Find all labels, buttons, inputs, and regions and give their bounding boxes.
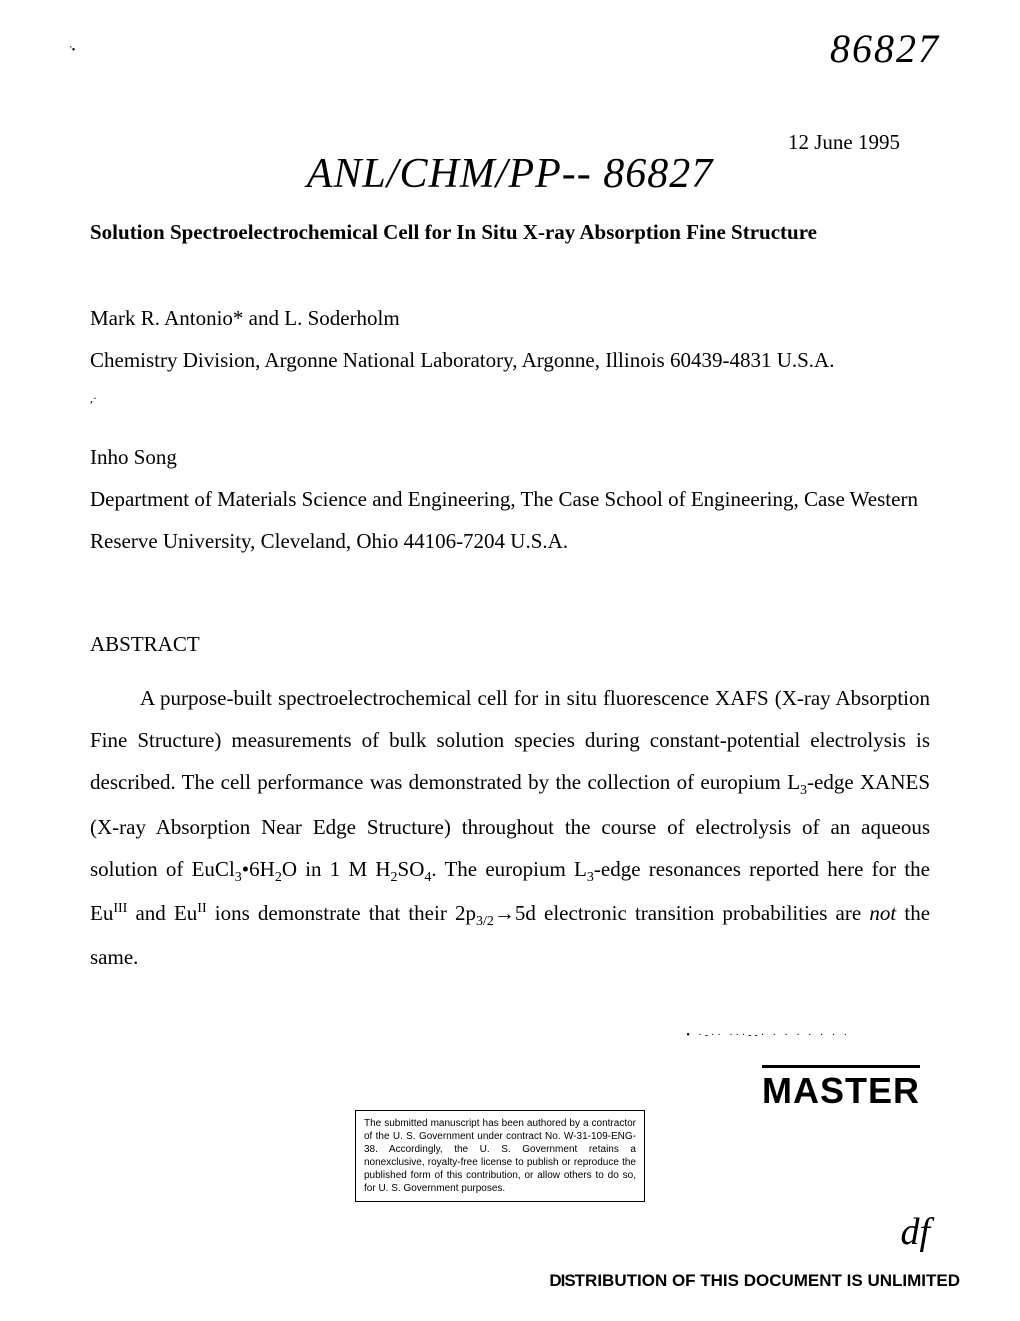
distribution-prefix: DIS — [549, 1271, 574, 1290]
subscript: 3 — [587, 870, 594, 885]
subscript: 2 — [391, 870, 398, 885]
subscript: 3/2 — [476, 914, 494, 929]
subscript: 3 — [235, 870, 242, 885]
signature-initials: df — [900, 1210, 930, 1254]
document-number-handwritten: 86827 — [830, 25, 940, 72]
author-affiliation-2: Department of Materials Science and Engi… — [90, 478, 930, 562]
author-block-2: Inho Song Department of Materials Scienc… — [90, 436, 930, 562]
report-code-handwritten: ANL/CHM/PP-- 86827 — [90, 150, 930, 198]
author-block-1: Mark R. Antonio* and L. Soderholm Chemis… — [90, 297, 930, 381]
abstract-body: A purpose-built spectroelectrochemical c… — [90, 677, 930, 978]
master-stamp: MASTER — [762, 1065, 920, 1112]
abstract-text-9: ions demonstrate that their 2p — [207, 901, 476, 925]
superscript: III — [113, 901, 127, 916]
tick-mark: ,· — [90, 391, 930, 406]
distribution-rest: TRIBUTION OF THIS DOCUMENT IS UNLIMITED — [575, 1271, 960, 1290]
document-title: Solution Spectroelectrochemical Cell for… — [90, 218, 930, 247]
master-text: MASTER — [762, 1065, 920, 1112]
abstract-italic: not — [869, 901, 896, 925]
author-affiliation-1: Chemistry Division, Argonne National Lab… — [90, 339, 930, 381]
corner-mark: '• — [70, 45, 75, 56]
author-names-1: Mark R. Antonio* and L. Soderholm — [90, 297, 930, 339]
abstract-text-4: O in 1 M H — [282, 857, 391, 881]
abstract-text-5: SO — [398, 857, 425, 881]
abstract-text-8: and Eu — [127, 901, 197, 925]
dots-artifact: • ·-·· ···--· · · · · · · · — [686, 1030, 850, 1041]
abstract-text-10: →5d electronic transition probabilities … — [494, 901, 869, 925]
superscript: II — [197, 901, 206, 916]
subscript: 2 — [275, 870, 282, 885]
copyright-notice-box: The submitted manuscript has been author… — [355, 1110, 645, 1202]
subscript: 3 — [800, 784, 807, 799]
author-names-2: Inho Song — [90, 436, 930, 478]
abstract-text-1: A purpose-built spectroelectrochemical c… — [90, 686, 930, 794]
abstract-text-6: . The europium L — [431, 857, 587, 881]
abstract-text-3: •6H — [242, 857, 275, 881]
abstract-header: ABSTRACT — [90, 632, 930, 657]
distribution-statement: DISTRIBUTION OF THIS DOCUMENT IS UNLIMIT… — [549, 1271, 960, 1291]
